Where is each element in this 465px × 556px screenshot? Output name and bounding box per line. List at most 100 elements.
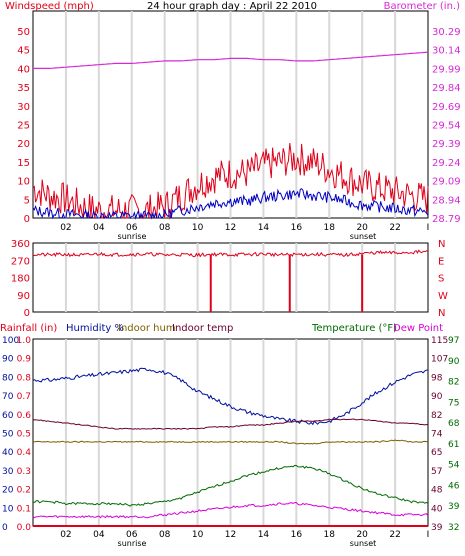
barometer-tick-label: 29.54 bbox=[432, 121, 461, 132]
wind-direction-line bbox=[32, 249, 429, 258]
sunrise-label: sunrise bbox=[118, 232, 147, 241]
barometer-tick-label: 29.99 bbox=[432, 64, 461, 75]
barometer-tick-label: 29.84 bbox=[432, 83, 461, 94]
hour-tick-label: 10 bbox=[192, 530, 204, 540]
hour-tick-label: 06 bbox=[126, 223, 138, 233]
legend-temperature: Temperature (°F) bbox=[311, 323, 397, 334]
barometer-tick-label: 29.24 bbox=[432, 158, 461, 169]
wind-series-group bbox=[32, 51, 429, 220]
temperature-tick-label-left: 39 bbox=[431, 523, 443, 533]
barometer-tick-label: 29.69 bbox=[432, 102, 461, 113]
degree-tick-label: 360 bbox=[11, 239, 30, 250]
rainfall-tick-label: 0.6 bbox=[17, 411, 32, 421]
compass-tick-label: S bbox=[438, 274, 444, 285]
direction-degree-ticks: 0 90 180 270 360 bbox=[11, 239, 30, 319]
barometer-tick-label: 28.94 bbox=[432, 195, 461, 206]
temperature-tick-label-left: 40 bbox=[431, 504, 443, 514]
hour-tick-label: 04 bbox=[93, 223, 105, 233]
humidity-line bbox=[32, 367, 429, 426]
degree-tick-label: 90 bbox=[17, 291, 30, 302]
humidity-tick-label: 70 bbox=[2, 392, 14, 402]
hour-tick-label: 12 bbox=[225, 530, 236, 540]
rainfall-tick-label: 0.5 bbox=[17, 430, 31, 440]
humidity-tick-label: 10 bbox=[2, 504, 14, 514]
sunset-label-lower: sunset bbox=[350, 539, 377, 548]
hour-tick-label: 14 bbox=[258, 223, 270, 233]
hour-tick-label: 18 bbox=[324, 530, 336, 540]
hour-tick-label: 22 bbox=[389, 530, 400, 540]
temperature-series-group bbox=[32, 367, 429, 527]
rainfall-tick-label: 0.9 bbox=[17, 355, 32, 365]
wind-barometer-panel: 0 5 10 15 20 25 30 35 40 45 50 28.79 28.94 29.09 29.2… bbox=[5, 1, 461, 241]
rainfall-tick-label: 0.7 bbox=[17, 392, 31, 402]
sunset-label: sunset bbox=[350, 232, 377, 241]
compass-tick-label: N bbox=[438, 308, 445, 319]
temperature-tick-label-left: 74 bbox=[431, 430, 443, 440]
humidity-tick-label: 90 bbox=[2, 355, 14, 365]
barometer-tick-label: 28.79 bbox=[432, 214, 461, 225]
degree-tick-label: 0 bbox=[24, 308, 30, 319]
temperature-humidity-panel: 0 0.010 0.120 0.230 0.340 0.450 0.560 0.670 0.78… bbox=[0, 323, 460, 548]
barometer-axis-ticks: 28.79 28.94 29.09 29.24 29.39 29.54 29.69 29.84… bbox=[432, 27, 461, 225]
barometer-line bbox=[33, 51, 429, 69]
temperature-tick-label-left: 57 bbox=[431, 467, 442, 477]
temperature-tick-label-left: 98 bbox=[431, 373, 443, 383]
rainfall-tick-label: 1.0 bbox=[17, 336, 32, 346]
temperature-tick-label-right: 90 bbox=[448, 357, 460, 367]
windspeed-tick-label: 20 bbox=[17, 139, 30, 150]
hour-tick-label: 08 bbox=[159, 223, 171, 233]
windspeed-tick-label: 5 bbox=[24, 195, 30, 206]
temperature-tick-label-right: 75 bbox=[448, 398, 459, 408]
hour-tick-label: 04 bbox=[93, 530, 105, 540]
hour-tick-label: 20 bbox=[356, 530, 368, 540]
hour-tick-label: 18 bbox=[324, 223, 336, 233]
windspeed-axis-label: Windspeed (mph) bbox=[5, 1, 94, 12]
windspeed-tick-label: 0 bbox=[24, 214, 30, 225]
temperature-tick-label-right: 68 bbox=[448, 419, 460, 429]
legend-indoor-hum: Indoor hum bbox=[118, 323, 176, 334]
temperature-axis-ticks: 39 40 48 57 65 74 82 90 98 107 115 32 39 46 54 61 68 75 82… bbox=[431, 336, 460, 533]
temperature-line bbox=[32, 464, 429, 507]
temperature-tick-label-right: 82 bbox=[448, 378, 459, 388]
hour-tick-label: I bbox=[427, 530, 430, 540]
legend-indoor-temp: Indoor temp bbox=[172, 323, 233, 334]
windspeed-tick-label: 30 bbox=[17, 102, 30, 113]
windspeed-tick-label: 10 bbox=[17, 177, 30, 188]
indoor-hum-line bbox=[32, 439, 429, 445]
chart-title: 24 hour graph day : April 22 2010 bbox=[147, 1, 317, 12]
barometer-axis-label: Barometer (in.) bbox=[384, 1, 460, 12]
rainfall-tick-label: 0.2 bbox=[17, 486, 31, 496]
temperature-tick-label-left: 65 bbox=[431, 448, 442, 458]
temperature-tick-label-left: 82 bbox=[431, 411, 442, 421]
hour-tick-label: 08 bbox=[159, 530, 171, 540]
direction-series-group bbox=[32, 249, 429, 312]
temperature-tick-label-right: 39 bbox=[448, 502, 460, 512]
degree-tick-label: 180 bbox=[11, 274, 30, 285]
rainfall-tick-label: 0.8 bbox=[17, 373, 32, 383]
windspeed-tick-label: 45 bbox=[17, 46, 30, 57]
hour-tick-label: 10 bbox=[192, 223, 204, 233]
temperature-tick-label-right: 97 bbox=[448, 336, 459, 346]
barometer-tick-label: 30.29 bbox=[432, 27, 461, 38]
wind-average-line bbox=[32, 188, 429, 220]
temperature-x-axis-ticks: 02 04 06 08 10 12 14 16 18 20 22 I bbox=[60, 530, 429, 540]
temperature-tick-label-left: 90 bbox=[431, 392, 443, 402]
legend-rainfall: Rainfall (in) bbox=[0, 323, 57, 334]
humidity-rain-axis-ticks: 0 0.010 0.120 0.230 0.340 0.450 0.560 0.670 0.78… bbox=[2, 336, 31, 533]
rainfall-tick-label: 0.4 bbox=[17, 448, 32, 458]
hour-tick-label: 02 bbox=[60, 530, 71, 540]
temperature-grid bbox=[64, 339, 397, 526]
barometer-tick-label: 29.09 bbox=[432, 177, 461, 188]
rainfall-tick-label: 0.0 bbox=[17, 523, 32, 533]
rainfall-tick-label: 0.3 bbox=[17, 467, 31, 477]
compass-tick-label: N bbox=[438, 239, 445, 250]
compass-tick-label: W bbox=[438, 291, 448, 302]
degree-tick-label: 270 bbox=[11, 256, 30, 267]
windspeed-tick-label: 25 bbox=[17, 121, 30, 132]
humidity-tick-label: 40 bbox=[2, 448, 14, 458]
humidity-tick-label: 80 bbox=[2, 373, 14, 383]
windspeed-tick-label: 35 bbox=[17, 83, 30, 94]
